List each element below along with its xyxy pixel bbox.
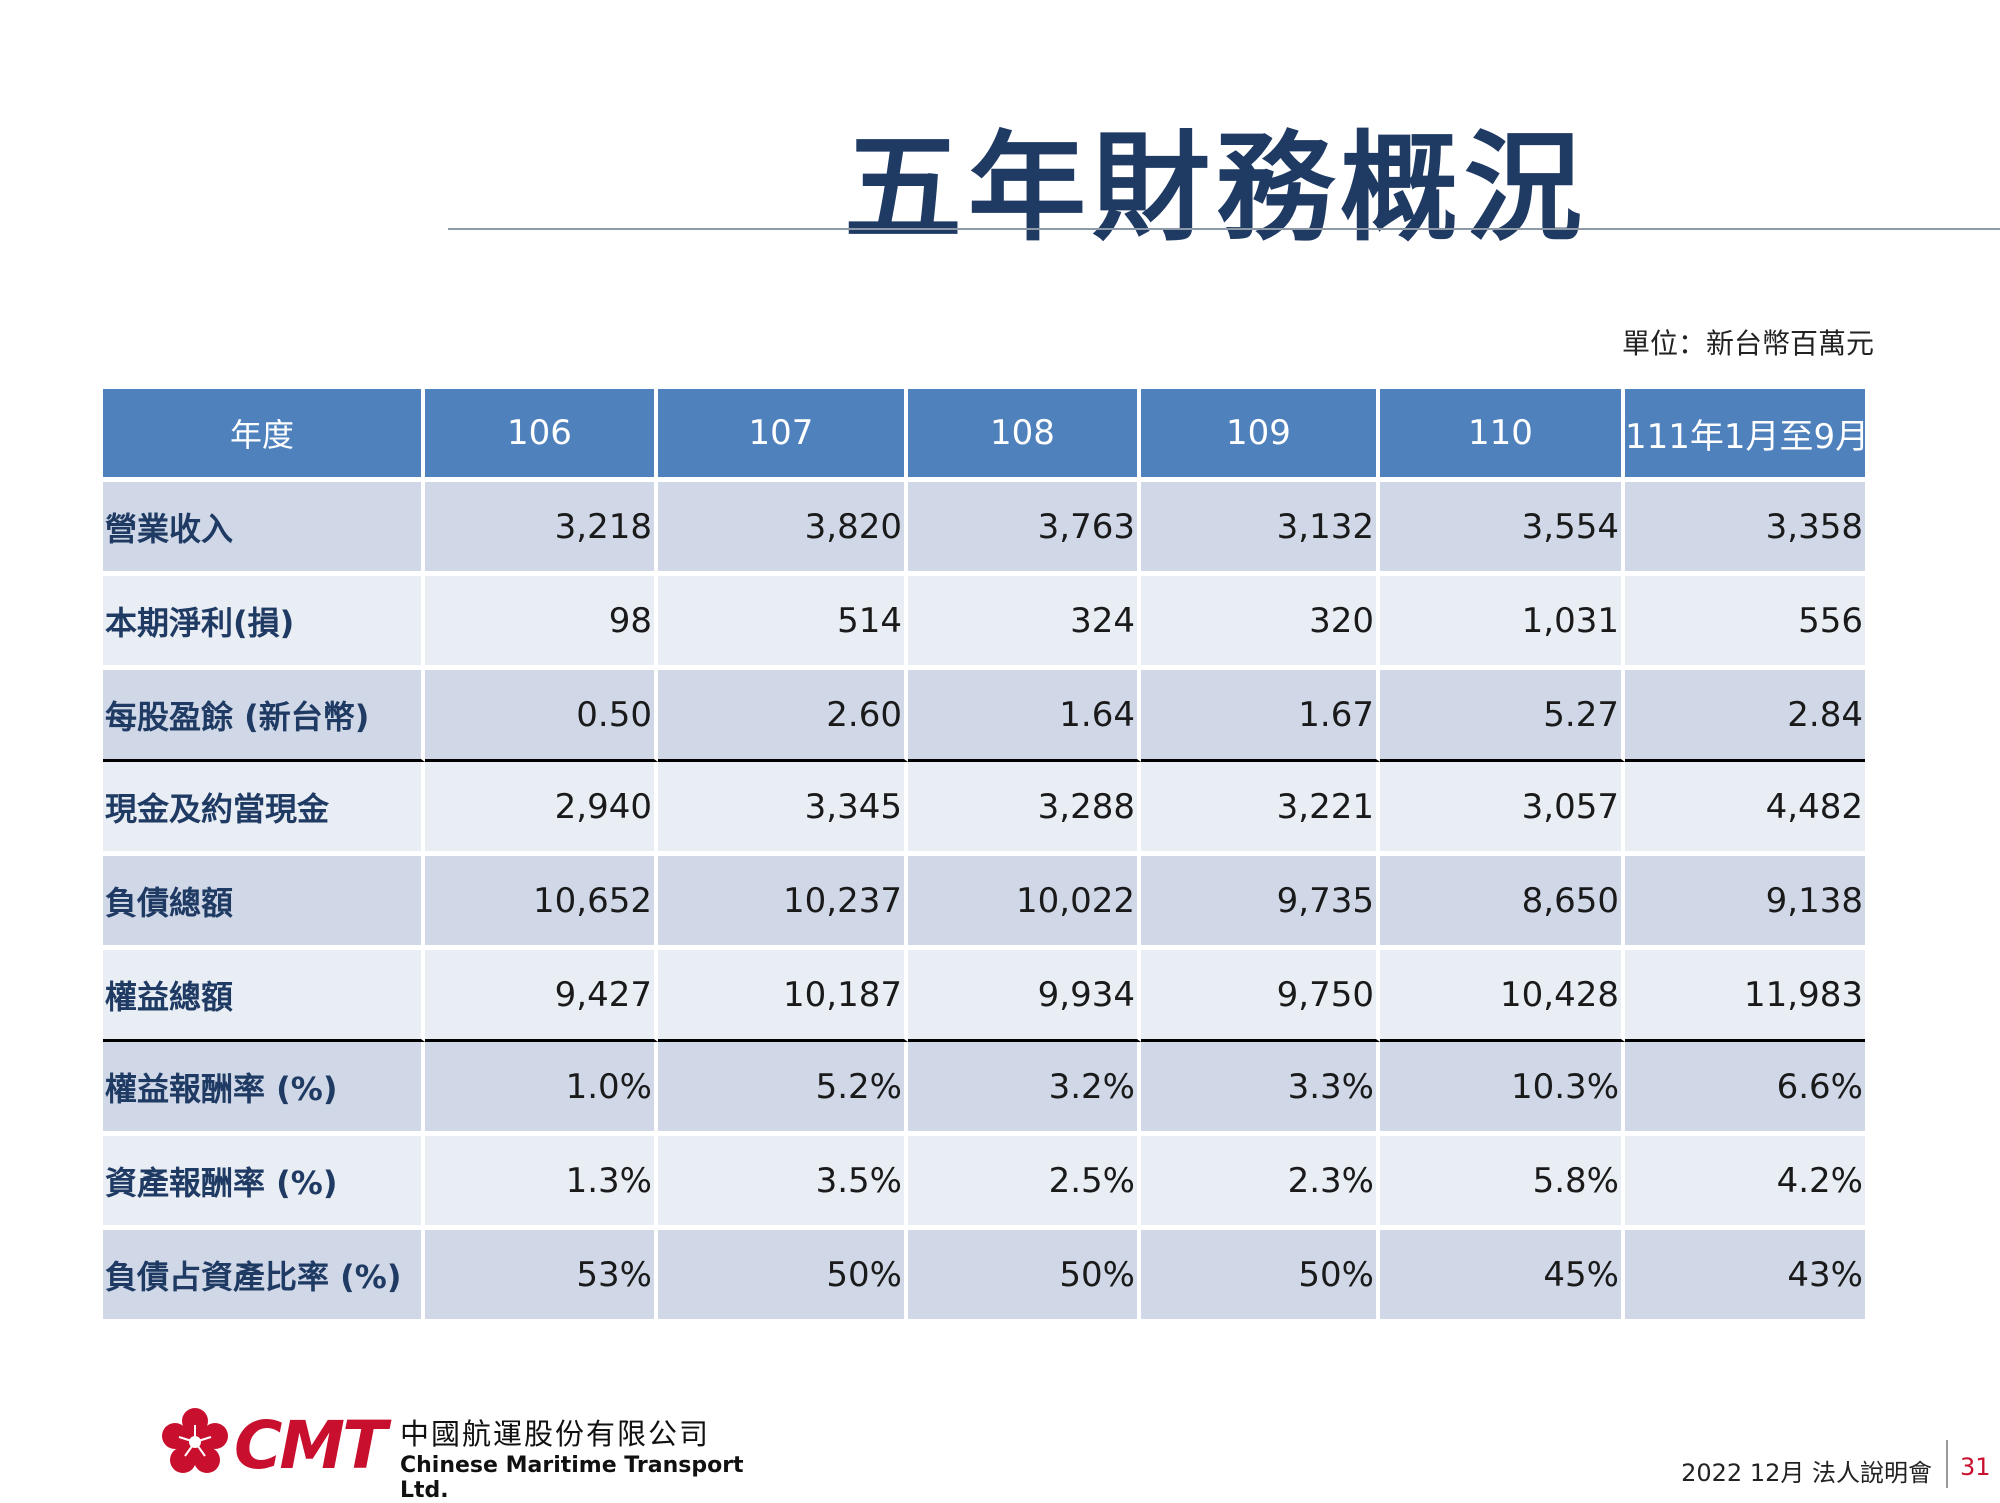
table-cell: 6.6% — [1625, 1042, 1865, 1136]
table-cell: 5.8% — [1380, 1136, 1625, 1230]
row-label: 權益報酬率 (%) — [103, 1042, 425, 1136]
row-label: 資產報酬率 (%) — [103, 1136, 425, 1230]
table-cell: 0.50 — [425, 670, 658, 762]
table-row-eps: 每股盈餘 (新台幣) 0.50 2.60 1.64 1.67 5.27 2.84 — [103, 670, 1865, 762]
plum-blossom-icon — [162, 1408, 228, 1473]
page-title: 五年財務概況 — [844, 119, 1589, 257]
table-cell: 3,345 — [658, 762, 908, 856]
logo-wordmark: CMT — [234, 1407, 387, 1484]
footer-event-label: 2022 12月 法人說明會 — [1681, 1459, 1932, 1487]
table-cell: 320 — [1141, 576, 1380, 670]
table-cell: 1.3% — [425, 1136, 658, 1230]
company-logo: CMT 中國航運股份有限公司 Chinese Maritime Transpor… — [160, 1405, 760, 1503]
table-cell: 3,288 — [908, 762, 1141, 856]
table-cell: 514 — [658, 576, 908, 670]
table-row-roe: 權益報酬率 (%) 1.0% 5.2% 3.2% 3.3% 10.3% 6.6% — [103, 1042, 1865, 1136]
table-cell: 3,763 — [908, 482, 1141, 576]
table-cell: 8,650 — [1380, 856, 1625, 950]
row-label: 營業收入 — [103, 482, 425, 576]
header-106: 106 — [425, 389, 658, 482]
title-divider — [448, 228, 2000, 230]
table-cell: 2.84 — [1625, 670, 1865, 762]
header-107: 107 — [658, 389, 908, 482]
header-year: 年度 — [103, 389, 425, 482]
table-cell: 10,652 — [425, 856, 658, 950]
table-cell: 11,983 — [1625, 950, 1865, 1042]
table-cell: 2.3% — [1141, 1136, 1380, 1230]
table-cell: 2.60 — [658, 670, 908, 762]
table-cell: 9,138 — [1625, 856, 1865, 950]
table-cell: 9,427 — [425, 950, 658, 1042]
table-cell: 1.0% — [425, 1042, 658, 1136]
table-cell: 98 — [425, 576, 658, 670]
table-row-cash: 現金及約當現金 2,940 3,345 3,288 3,221 3,057 4,… — [103, 762, 1865, 856]
table-cell: 9,735 — [1141, 856, 1380, 950]
unit-note: 單位：新台幣百萬元 — [1621, 327, 1874, 360]
company-name-cn: 中國航運股份有限公司 — [400, 1417, 711, 1451]
table-cell: 3,132 — [1141, 482, 1380, 576]
table-cell: 4.2% — [1625, 1136, 1865, 1230]
table-cell: 10,428 — [1380, 950, 1625, 1042]
header-110: 110 — [1380, 389, 1625, 482]
table-cell: 5.2% — [658, 1042, 908, 1136]
table-cell: 10.3% — [1380, 1042, 1625, 1136]
row-label: 負債總額 — [103, 856, 425, 950]
table-cell: 2,940 — [425, 762, 658, 856]
header-111-jan-sep: 111年1月至9月 — [1625, 389, 1865, 482]
table-cell: 3.3% — [1141, 1042, 1380, 1136]
table-cell: 556 — [1625, 576, 1865, 670]
table-cell: 4,482 — [1625, 762, 1865, 856]
table-cell: 45% — [1380, 1230, 1625, 1324]
table-cell: 3.2% — [908, 1042, 1141, 1136]
table-row-revenue: 營業收入 3,218 3,820 3,763 3,132 3,554 3,358 — [103, 482, 1865, 576]
table-cell: 53% — [425, 1230, 658, 1324]
company-name-en: Chinese Maritime Transport Ltd. — [400, 1453, 744, 1503]
table-cell: 3,820 — [658, 482, 908, 576]
table-cell: 50% — [1141, 1230, 1380, 1324]
table-cell: 3,358 — [1625, 482, 1865, 576]
row-label: 每股盈餘 (新台幣) — [103, 670, 425, 762]
table-cell: 3,221 — [1141, 762, 1380, 856]
table-row-net-income: 本期淨利(損) 98 514 324 320 1,031 556 — [103, 576, 1865, 670]
page-number: 31 — [1960, 1453, 1991, 1481]
header-108: 108 — [908, 389, 1141, 482]
table-row-debt-ratio: 負債占資產比率 (%) 53% 50% 50% 50% 45% 43% — [103, 1230, 1865, 1324]
table-header-row: 年度 106 107 108 109 110 111年1月至9月 — [103, 389, 1865, 482]
table-cell: 1,031 — [1380, 576, 1625, 670]
table-cell: 1.67 — [1141, 670, 1380, 762]
row-label: 權益總額 — [103, 950, 425, 1042]
table-cell: 10,187 — [658, 950, 908, 1042]
row-label: 負債占資產比率 (%) — [103, 1230, 425, 1324]
table-cell: 50% — [658, 1230, 908, 1324]
financial-summary-table: 年度 106 107 108 109 110 111年1月至9月 營業收入 3,… — [103, 389, 1865, 1324]
table-cell: 3,218 — [425, 482, 658, 576]
row-label: 現金及約當現金 — [103, 762, 425, 856]
table-cell: 324 — [908, 576, 1141, 670]
table-row-total-liabilities: 負債總額 10,652 10,237 10,022 9,735 8,650 9,… — [103, 856, 1865, 950]
table-cell: 10,237 — [658, 856, 908, 950]
header-109: 109 — [1141, 389, 1380, 482]
table-cell: 3,057 — [1380, 762, 1625, 856]
table-cell: 50% — [908, 1230, 1141, 1324]
table-cell: 5.27 — [1380, 670, 1625, 762]
footer-divider — [1946, 1440, 1948, 1488]
row-label: 本期淨利(損) — [103, 576, 425, 670]
table-cell: 9,934 — [908, 950, 1141, 1042]
table-row-roa: 資產報酬率 (%) 1.3% 3.5% 2.5% 2.3% 5.8% 4.2% — [103, 1136, 1865, 1230]
table-row-total-equity: 權益總額 9,427 10,187 9,934 9,750 10,428 11,… — [103, 950, 1865, 1042]
table-cell: 2.5% — [908, 1136, 1141, 1230]
table-cell: 43% — [1625, 1230, 1865, 1324]
table-cell: 3.5% — [658, 1136, 908, 1230]
table-cell: 9,750 — [1141, 950, 1380, 1042]
table-cell: 10,022 — [908, 856, 1141, 950]
table-cell: 1.64 — [908, 670, 1141, 762]
table-cell: 3,554 — [1380, 482, 1625, 576]
